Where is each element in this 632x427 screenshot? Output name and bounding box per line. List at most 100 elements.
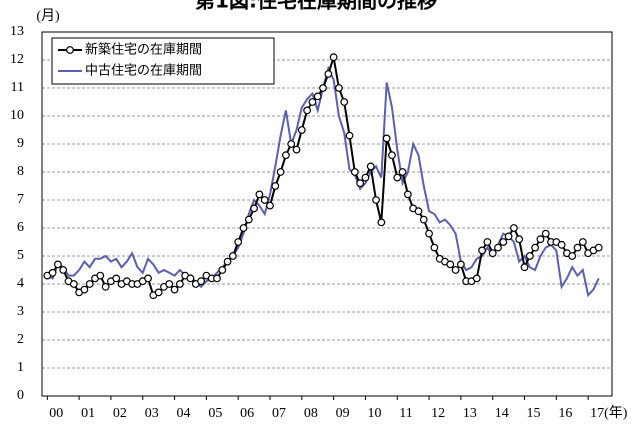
point-marker [276,168,285,176]
point-marker [366,162,375,171]
y-tick-label: 9 [17,136,24,151]
plot-frame [41,31,613,397]
chart-title: 第1図:住宅在庫期間の推移 [195,0,437,13]
point-marker [303,106,312,115]
y-tick-label: 8 [17,164,24,179]
point-marker [308,98,317,106]
y-tick-label: 10 [10,108,24,123]
point-marker [292,145,301,154]
point-marker [350,168,359,176]
legend-label: 新築住宅の在庫期間 [85,42,202,58]
point-marker [398,168,407,176]
point-marker [175,280,184,288]
x-tick-label: 00 [49,406,63,421]
point-marker [451,266,460,274]
point-marker [388,151,396,160]
point-marker [239,224,248,232]
y-tick-label: 12 [10,52,24,67]
point-marker [483,238,492,246]
point-marker [430,243,439,252]
point-marker [223,257,232,266]
point-marker [504,232,513,241]
point-marker [414,207,423,216]
point-marker [197,277,205,286]
point-marker [287,140,296,148]
point-marker [96,271,105,280]
y-unit: (月) [36,8,60,24]
point-marker [472,274,481,283]
y-tick-label: 11 [11,80,24,95]
x-tick-label: 12 [431,406,445,421]
point-marker [456,260,465,269]
x-tick-label: 02 [113,406,127,421]
point-marker [520,263,529,272]
point-marker [244,215,253,224]
point-marker [494,243,502,252]
x-tick-label: 16 [558,406,572,421]
y-tick-label: 4 [17,276,24,291]
point-marker [531,243,540,252]
y-tick-label: 3 [17,304,24,319]
point-marker [59,266,68,274]
x-tick-label: 03 [145,406,159,421]
x-tick-label: 05 [208,406,222,421]
point-marker [313,92,322,101]
legend-marker [66,46,74,54]
point-marker [69,280,78,288]
point-marker [403,190,412,199]
x-tick-label: 17(年) [590,405,628,421]
point-marker [557,240,566,249]
point-marker [165,280,174,288]
point-marker [425,229,433,238]
point-marker [488,249,497,258]
x-tick-label: 13 [463,406,477,421]
point-marker [594,243,603,252]
point-marker [271,182,280,190]
point-marker [578,238,587,246]
point-marker [372,196,380,204]
point-marker [154,288,163,297]
point-marker [319,84,327,92]
point-marker [85,280,94,288]
point-marker [573,243,582,252]
point-marker [144,274,152,283]
legend-box [51,37,275,85]
point-marker [356,179,365,188]
x-tick-label: 09 [336,406,350,421]
point-marker [234,238,243,246]
point-marker [255,190,264,199]
y-tick-label: 2 [17,332,24,347]
x-tick-label: 14 [495,406,509,421]
x-tick-label: 15 [527,406,541,421]
x-tick-label: 07 [272,406,286,421]
point-marker [393,173,402,182]
point-marker [250,204,258,213]
point-marker [515,235,524,244]
point-marker [345,131,354,140]
point-marker [80,285,89,294]
point-marker [541,229,550,238]
point-marker [170,285,179,294]
point-marker [213,274,221,283]
x-tick-label: 04 [177,406,191,421]
point-marker [54,260,62,269]
point-marker [228,252,237,260]
point-marker [361,173,370,182]
point-marker [377,218,386,227]
point-marker [446,260,455,269]
point-marker [525,252,534,260]
point-marker [218,266,227,274]
y-tick-label: 5 [17,248,24,263]
point-marker [101,282,110,291]
series-line [46,56,600,297]
point-marker [340,98,349,106]
point-marker [324,70,333,78]
x-tick-label: 08 [304,406,318,421]
y-tick-label: 0 [17,388,24,403]
point-marker [499,238,508,246]
point-marker [329,53,338,62]
y-tick-label: 7 [17,192,24,207]
x-tick-label: 11 [399,406,412,421]
point-marker [335,84,343,92]
point-marker [419,215,428,224]
